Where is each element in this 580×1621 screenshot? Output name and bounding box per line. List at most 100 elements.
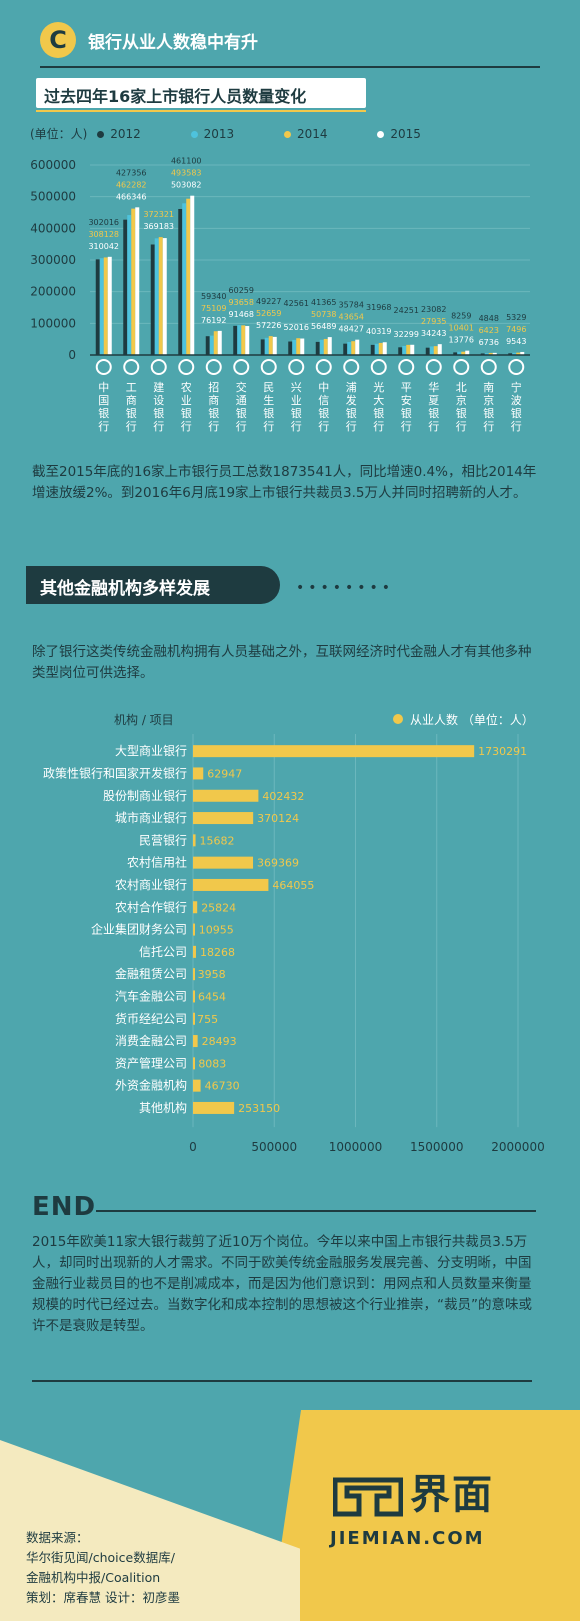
- legend-2013: 2013: [190, 127, 234, 141]
- y-tick-label: 400000: [30, 221, 76, 235]
- y-tick-label: 农村合作银行: [115, 899, 187, 914]
- bar-2014: [516, 352, 521, 355]
- bar-2015: [135, 207, 140, 355]
- chart1-title-box: 过去四年16家上市银行人员数量变化: [36, 78, 366, 108]
- x-tick-label: 银: [318, 406, 329, 420]
- y-tick-label: 600000: [30, 158, 76, 172]
- x-tick-label: 设: [153, 394, 164, 407]
- chart2-legend: 从业人数 （单位：人）: [410, 712, 534, 727]
- logo-text: 界面: [410, 1472, 494, 1518]
- data-label: 56489: [311, 322, 336, 331]
- data-label: 755: [197, 1013, 218, 1026]
- y-tick-label: 汽车金融公司: [115, 988, 187, 1003]
- x-tick-label: 华: [428, 380, 439, 394]
- divider: [36, 110, 366, 112]
- x-tick-label: 大: [373, 393, 384, 407]
- bank-logo-icon: [178, 359, 195, 375]
- x-tick-label: 行: [456, 420, 467, 433]
- x-tick-label: 银: [126, 406, 137, 420]
- footer-source-1: 华尔街见闻/choice数据库/: [26, 1550, 175, 1565]
- bar-2012: [425, 347, 430, 355]
- x-tick-label: 商: [126, 393, 137, 407]
- x-tick-label: 行: [346, 420, 357, 433]
- y-tick-label: 政策性银行和国家开发银行: [43, 765, 187, 780]
- data-label: 31968: [366, 303, 391, 312]
- data-label: 15682: [200, 834, 235, 847]
- data-label: 493583: [171, 169, 202, 178]
- bar: [193, 1057, 195, 1070]
- bank-logo-icon: [508, 359, 525, 375]
- y-tick-label: 外资金融机构: [115, 1078, 187, 1093]
- footer-source-2: 金融机构中报/Coalition: [26, 1570, 161, 1585]
- bank-staff-chart: 0 100000 200000 300000 400000 500000 600000 302…: [30, 157, 530, 433]
- bank-logo-icon: [398, 359, 415, 375]
- bar: [193, 767, 204, 780]
- x-tick-label: 银: [373, 406, 384, 420]
- x-tick-label: 行: [153, 420, 164, 433]
- bar-2013: [484, 353, 489, 355]
- footer-source-label: 数据来源：: [26, 1530, 89, 1545]
- y-tick-label: 金融租赁公司: [115, 966, 187, 981]
- data-label: 34243: [421, 329, 446, 338]
- chart1-title: 过去四年16家上市银行人员数量变化: [44, 87, 307, 106]
- data-label: 48427: [339, 325, 364, 334]
- bar-2014: [158, 237, 163, 355]
- bank-logo-icon: [425, 359, 442, 375]
- bar-2012: [398, 347, 403, 355]
- bar-2014: [296, 338, 301, 355]
- x-tick-label: 银: [236, 406, 247, 420]
- data-label: 461100: [171, 157, 202, 166]
- data-label: 253150: [238, 1102, 280, 1115]
- x-tick-label: 行: [126, 420, 137, 433]
- bar: [193, 1012, 195, 1025]
- jiemian-logo-icon: [333, 1477, 403, 1517]
- bar-2015: [327, 337, 332, 355]
- chart2-header: 机构 / 项目: [114, 712, 174, 727]
- bar-2013: [182, 203, 187, 355]
- data-label: 42561: [284, 299, 309, 308]
- x-tick-label: 民: [263, 381, 274, 394]
- x-tick-label: 银: [153, 406, 164, 420]
- bank-logo-icon: [260, 359, 277, 375]
- bar-2014: [186, 198, 191, 355]
- data-label: 76192: [201, 316, 226, 325]
- x-tick-label: 1000000: [329, 1140, 382, 1154]
- bar-2015: [465, 350, 470, 355]
- end-title: END: [32, 1192, 97, 1222]
- bar: [193, 745, 475, 758]
- bar-2012: [343, 343, 348, 355]
- data-label: 462282: [116, 180, 147, 189]
- y-tick-label: 资产管理公司: [115, 1055, 187, 1070]
- legend-marker: [393, 714, 403, 724]
- data-label: 46730: [205, 1080, 240, 1093]
- data-label: 6736: [479, 338, 499, 347]
- data-label: 372321: [143, 210, 174, 219]
- section2-title: 其他金融机构多样发展: [40, 579, 210, 599]
- data-label: 93658: [229, 298, 254, 307]
- data-label: 52659: [256, 309, 281, 318]
- bar-2015: [272, 336, 277, 355]
- data-label: 310042: [88, 242, 119, 251]
- bar-2013: [237, 325, 242, 355]
- bar-2013: [99, 258, 104, 355]
- data-label: 25824: [201, 901, 236, 914]
- x-tick-label: 行: [291, 420, 302, 433]
- bar-2012: [453, 352, 458, 355]
- x-tick-label: 银: [428, 406, 439, 420]
- section-badge: C: [40, 22, 76, 58]
- bar-2012: [288, 341, 293, 355]
- divider: [40, 66, 540, 68]
- data-label: 6423: [479, 326, 499, 335]
- bar-2013: [457, 351, 462, 355]
- x-tick-label: 行: [428, 420, 439, 433]
- data-label: 427356: [116, 168, 147, 177]
- paragraph-2: 除了银行这类传统金融机构拥有人员基础之外，互联网经济时代金融人才有其他多种类型岗…: [32, 644, 532, 681]
- data-label: 57226: [256, 321, 281, 330]
- x-tick-label: 行: [373, 420, 384, 433]
- bank-logo-icon: [150, 359, 167, 375]
- bar-2012: [178, 208, 183, 355]
- bank-logo-icon: [288, 359, 305, 375]
- y-tick-label: 消费金融公司: [115, 1033, 187, 1048]
- bar-2013: [319, 339, 324, 355]
- data-label: 24251: [394, 306, 419, 315]
